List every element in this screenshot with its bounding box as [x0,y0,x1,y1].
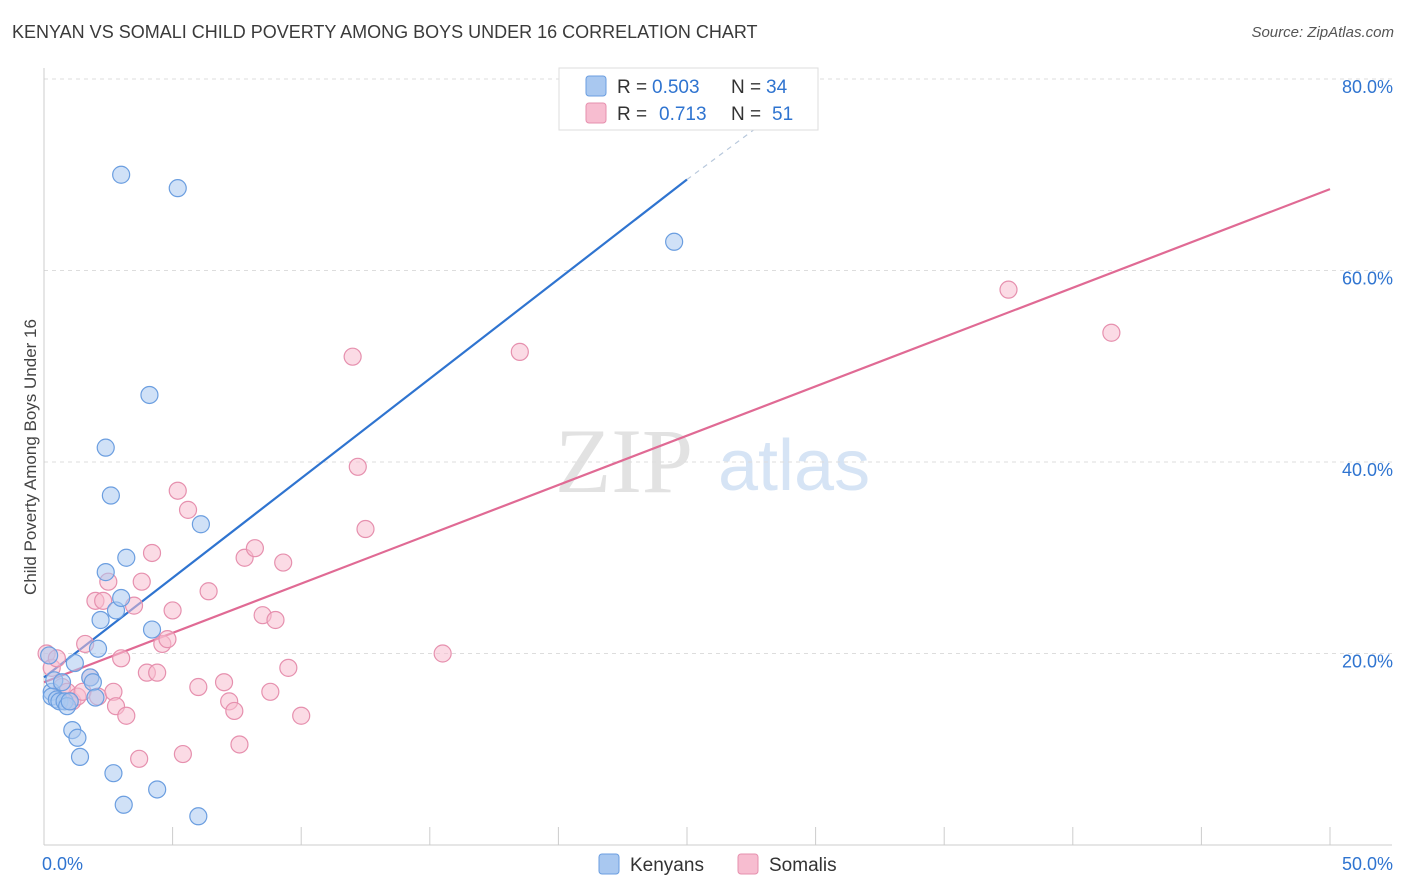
kenyans-point [96,438,115,457]
somalis-point [245,539,265,558]
grid-lines [44,78,1392,654]
kenyans-point [83,673,102,692]
somalis-point [142,543,162,563]
legend-r-value-somalis: 0.713 [659,104,707,125]
kenyans-point [65,653,84,673]
tick-labels: 20.0% 40.0% 60.0% 80.0% 0.0% 50.0% [42,77,1393,874]
somalis-point [94,591,113,610]
legend-bottom: Kenyans Somalis [598,853,837,876]
somalis-point [261,682,280,701]
somalis-point [292,706,311,725]
somalis-point [348,457,367,476]
somalis-trend-line [43,188,1331,684]
kenyans-point [96,563,115,582]
chart-title: KENYAN VS SOMALI CHILD POVERTY AMONG BOY… [12,22,758,42]
somalis-point [117,706,136,725]
somalis-point [214,673,234,692]
somalis-point [163,601,182,620]
watermark-atlas: atlas [718,426,870,506]
kenyans-point [112,165,131,184]
legend-n-label-somalis: N = [731,104,761,125]
kenyans-point [40,646,59,665]
somalis-point [279,658,298,677]
kenyans-point [68,728,87,747]
somalis-point [1102,323,1121,342]
kenyans-point [60,692,79,711]
kenyans-trend-line [43,178,688,679]
kenyans-trend-extension [686,121,765,181]
somalis-point [132,572,151,591]
kenyans-point [112,588,131,608]
legend-bottom-swatch-somalis [737,853,759,875]
somalis-point [199,582,218,601]
somalis-point [148,663,167,682]
y-axis-label: Child Poverty Among Boys Under 16 [21,319,40,595]
kenyans-point [148,780,167,799]
kenyans-point [191,515,210,534]
somalis-point [168,481,187,500]
legend-r-value-kenyans: 0.503 [652,77,700,98]
legend-r-label-kenyans: R = [617,77,647,98]
legend-swatch-somalis [585,102,607,124]
legend-n-value-somalis: 51 [772,104,793,125]
kenyans-point [117,548,136,567]
somalis-point [510,342,529,361]
kenyans-point [101,486,120,505]
chart-source: Source: ZipAtlas.com [1251,24,1394,41]
y-tick-label: 80.0% [1342,77,1393,97]
somalis-point [112,649,131,668]
kenyans-point [104,764,123,783]
somalis-point [230,735,249,754]
somalis-point [999,280,1018,299]
x-tick-label: 50.0% [1342,854,1393,874]
y-tick-label: 40.0% [1342,460,1393,480]
kenyans-point [168,179,187,198]
legend-r-label-somalis: R = [617,104,647,125]
kenyans-point [52,673,72,692]
y-tick-label: 60.0% [1342,269,1393,289]
kenyans-point [114,795,133,814]
legend-bottom-label-somalis: Somalis [769,855,837,876]
data-points [37,165,1121,826]
kenyans-point [665,232,684,251]
kenyans-point [140,385,159,405]
legend-n-label-kenyans: N = [731,77,761,98]
somalis-point [356,519,375,539]
kenyans-point [189,807,208,826]
axes [43,68,1392,846]
legend-bottom-swatch-kenyans [598,853,620,875]
somalis-point [266,610,285,630]
legend-n-value-kenyans: 34 [766,77,788,98]
y-tick-label: 20.0% [1342,652,1393,672]
kenyans-point [86,688,105,707]
legend-top: R = 0.503 N = 34 R = 0.713 N = 51 [558,67,819,131]
somalis-point [173,744,192,764]
kenyans-point [88,639,108,658]
somalis-point [189,677,208,697]
kenyans-point [70,747,90,767]
somalis-point [158,630,177,649]
kenyans-point [91,610,110,630]
kenyans-point [142,620,162,639]
somalis-point [274,553,293,572]
somalis-point [343,347,362,366]
somalis-point [225,701,244,721]
trend-lines [43,121,1331,684]
x-tick-label: 0.0% [42,854,83,874]
somalis-point [433,644,452,663]
somalis-point [130,749,149,768]
somalis-point [178,500,198,519]
legend-swatch-kenyans [585,75,607,97]
legend-bottom-label-kenyans: Kenyans [630,855,704,876]
